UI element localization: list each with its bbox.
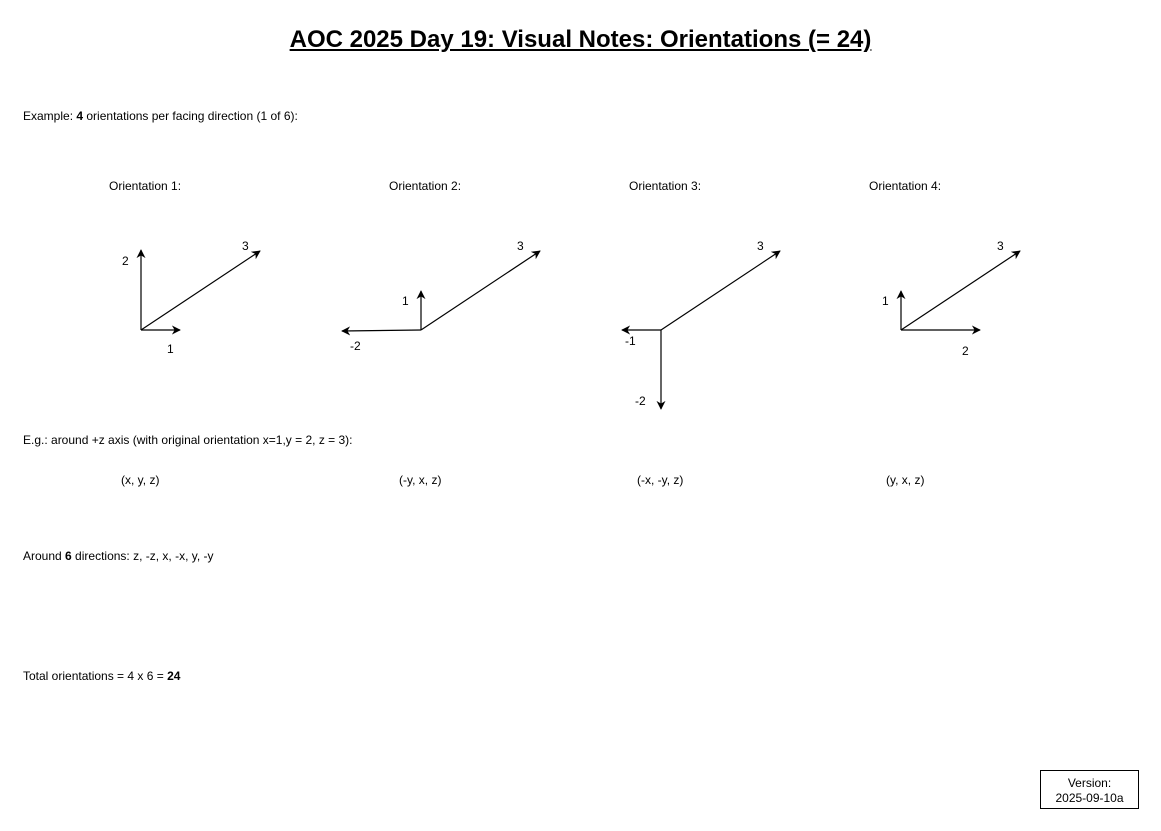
orientation-1-up-label: 2 — [122, 254, 129, 268]
orientation-3-formula: (-x, -y, z) — [637, 473, 684, 487]
orientation-2-formula: (-y, x, z) — [399, 473, 442, 487]
orientation-4-arrows — [896, 250, 1021, 335]
orientation-1-arrows — [136, 249, 261, 335]
orientation-2-arrows — [341, 250, 541, 336]
version-value: 2025-09-10a — [1055, 791, 1124, 805]
around-count: 6 — [65, 549, 72, 563]
example-prefix: Example: — [23, 109, 77, 123]
orientation-1-formula: (x, y, z) — [121, 473, 160, 487]
around-prefix: Around — [23, 549, 66, 563]
orientation-2-arrow-diagonal — [420, 250, 541, 331]
orientation-3-left-label: -1 — [625, 334, 636, 348]
orientation-1-right-label: 1 — [167, 342, 174, 356]
orientation-2-diagonal-label: 3 — [517, 239, 524, 253]
around-directions-text: Around 6 directions: z, -z, x, -x, y, -y — [23, 549, 214, 563]
orientation-1-diagonal-label: 3 — [242, 239, 249, 253]
version-box: Version: 2025-09-10a — [1040, 770, 1139, 809]
orientation-4-up-label: 1 — [882, 294, 889, 308]
eg-text: E.g.: around +z axis (with original orie… — [23, 433, 353, 447]
orientation-4-formula: (y, x, z) — [886, 473, 925, 487]
total-value: 24 — [167, 669, 181, 683]
orientation-3-arrows — [621, 250, 781, 410]
orientation-2-arrow-left — [341, 326, 422, 336]
total-prefix: Total orientations = 4 x 6 = — [23, 669, 168, 683]
orientation-4-right-label: 2 — [962, 344, 969, 358]
total-orientations-text: Total orientations = 4 x 6 = 24 — [23, 669, 180, 683]
orientation-2-heading: Orientation 2: — [389, 179, 462, 193]
example-text: Example: 4 orientations per facing direc… — [23, 109, 298, 123]
orientation-1-heading: Orientation 1: — [109, 179, 182, 193]
orientation-3-heading: Orientation 3: — [629, 179, 702, 193]
orientation-3-down-label: -2 — [635, 394, 646, 408]
example-suffix: orientations per facing direction (1 of … — [83, 109, 298, 123]
version-label: Version: — [1067, 776, 1112, 790]
orientation-1-arrow-diagonal — [140, 250, 261, 331]
orientation-3-arrow-diagonal — [660, 250, 781, 331]
orientation-2-up-label: 1 — [402, 294, 409, 308]
orientation-2-left-label: -2 — [350, 339, 361, 353]
example-count: 4 — [76, 109, 84, 123]
orientation-4-heading: Orientation 4: — [869, 179, 942, 193]
around-suffix: directions: z, -z, x, -x, y, -y — [71, 549, 214, 563]
page-title: AOC 2025 Day 19: Visual Notes: Orientati… — [289, 26, 872, 53]
orientation-4-diagonal-label: 3 — [997, 239, 1004, 253]
orientation-4-arrow-diagonal — [900, 250, 1021, 331]
orientation-3-diagonal-label: 3 — [757, 239, 764, 253]
